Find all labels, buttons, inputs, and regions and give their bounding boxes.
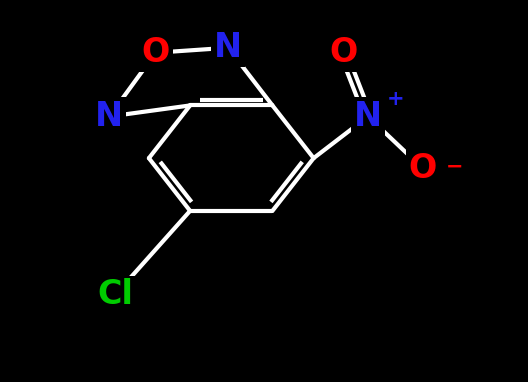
Text: Cl: Cl (97, 278, 133, 311)
Text: +: + (386, 89, 404, 109)
Text: N: N (214, 31, 242, 64)
Text: N: N (354, 100, 382, 133)
Text: N: N (95, 100, 124, 133)
Text: −: − (445, 156, 463, 176)
Text: O: O (408, 152, 437, 185)
Text: O: O (142, 36, 170, 69)
Text: O: O (329, 36, 357, 69)
